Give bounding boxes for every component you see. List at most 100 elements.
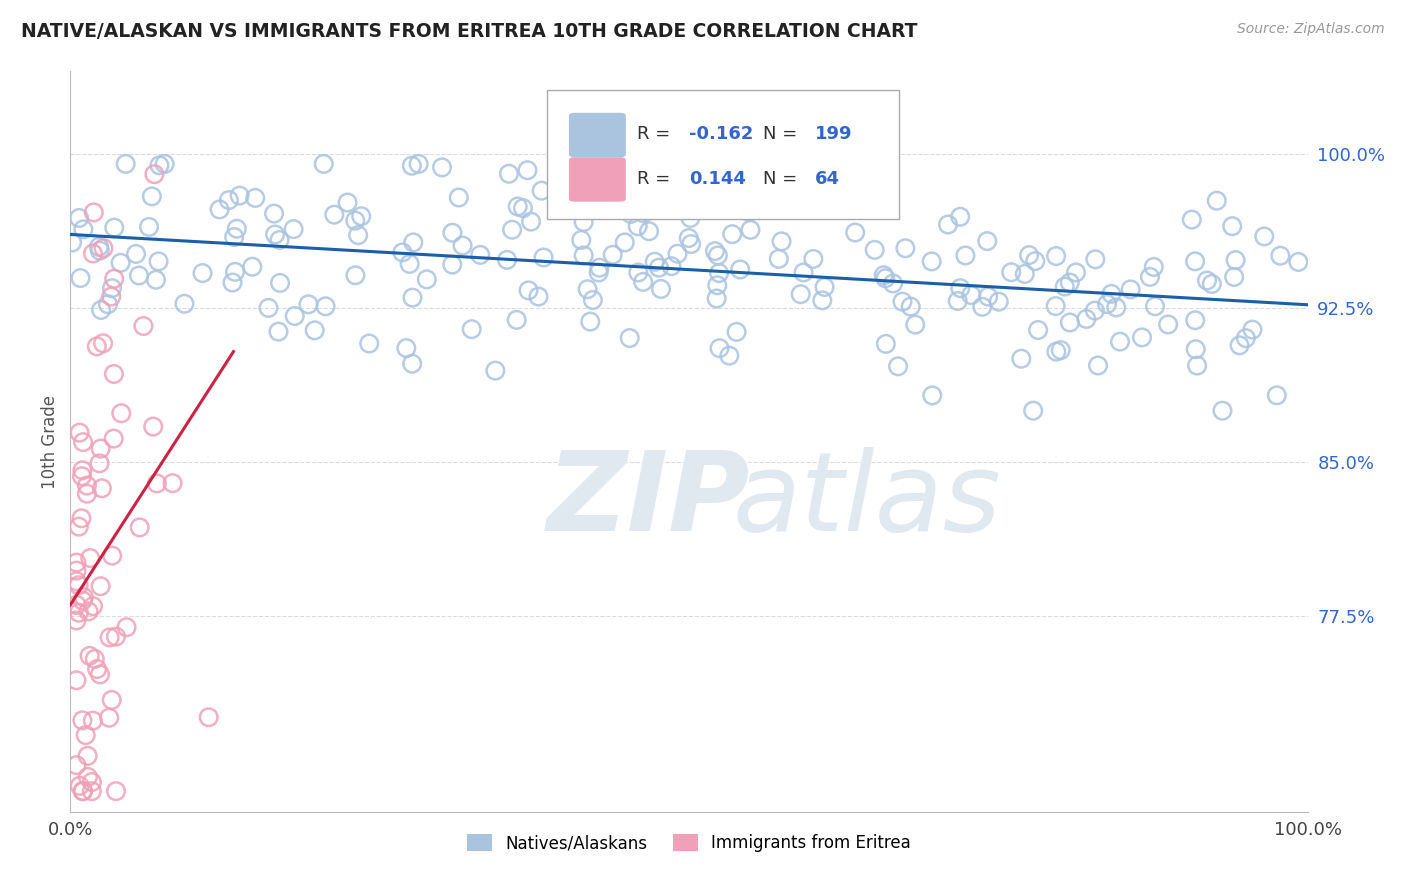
Point	[770, 235, 793, 249]
Point	[221, 276, 243, 290]
Point	[627, 265, 650, 279]
Point	[228, 188, 250, 202]
Point	[257, 301, 280, 315]
Point	[79, 648, 101, 663]
Point	[516, 163, 538, 178]
Point	[572, 215, 595, 229]
Text: N =: N =	[763, 125, 797, 144]
Point	[946, 293, 969, 308]
Point	[218, 193, 240, 207]
Point	[1139, 269, 1161, 284]
Text: N =: N =	[763, 169, 797, 187]
Point	[527, 290, 550, 304]
Point	[1099, 286, 1122, 301]
Point	[408, 157, 430, 171]
Point	[98, 711, 121, 725]
Point	[648, 260, 671, 275]
Point	[67, 211, 90, 225]
Point	[1045, 344, 1067, 359]
Point	[77, 770, 100, 784]
Point	[882, 277, 904, 291]
Point	[65, 758, 87, 772]
Point	[1185, 359, 1208, 373]
Point	[517, 284, 540, 298]
Point	[1059, 316, 1081, 330]
Point	[359, 336, 381, 351]
Point	[98, 631, 121, 645]
Point	[1064, 265, 1087, 279]
Point	[572, 248, 595, 262]
Point	[1143, 299, 1166, 313]
Point	[69, 425, 91, 440]
Point	[65, 556, 87, 570]
Point	[103, 220, 125, 235]
Point	[633, 206, 655, 220]
Text: 199: 199	[815, 125, 852, 144]
Point	[1119, 282, 1142, 296]
Point	[707, 248, 730, 262]
Point	[447, 190, 470, 204]
Text: ZIP: ZIP	[547, 447, 751, 554]
Point	[197, 710, 219, 724]
Point	[520, 214, 543, 228]
Point	[141, 189, 163, 203]
Point	[887, 359, 910, 374]
Point	[72, 784, 94, 798]
Point	[811, 293, 834, 308]
Point	[1049, 343, 1071, 357]
Point	[90, 481, 112, 495]
Point	[76, 478, 98, 492]
Text: atlas: atlas	[733, 447, 1001, 554]
Point	[530, 184, 553, 198]
Point	[588, 260, 610, 275]
Point	[498, 167, 520, 181]
Point	[83, 652, 105, 666]
Point	[72, 435, 94, 450]
Text: -0.162: -0.162	[689, 125, 754, 144]
Point	[391, 245, 413, 260]
Point	[65, 564, 87, 578]
Point	[79, 551, 101, 566]
Point	[70, 469, 93, 483]
Point	[484, 363, 506, 377]
Point	[76, 486, 98, 500]
Point	[718, 349, 741, 363]
Point	[1234, 331, 1257, 345]
Point	[627, 219, 650, 234]
Point	[100, 289, 122, 303]
Y-axis label: 10th Grade: 10th Grade	[41, 394, 59, 489]
Point	[1253, 229, 1275, 244]
Point	[949, 210, 972, 224]
Point	[1225, 253, 1247, 268]
Point	[323, 208, 346, 222]
Point	[1084, 252, 1107, 267]
Point	[703, 244, 725, 259]
Point	[128, 520, 150, 534]
Point	[264, 227, 287, 242]
Point	[90, 442, 112, 456]
Point	[401, 291, 423, 305]
Point	[402, 235, 425, 250]
Point	[1195, 274, 1218, 288]
Point	[416, 272, 439, 286]
Point	[138, 219, 160, 234]
Point	[73, 591, 96, 605]
Legend: Natives/Alaskans, Immigrants from Eritrea: Natives/Alaskans, Immigrants from Eritre…	[461, 828, 917, 859]
Point	[512, 201, 534, 215]
Point	[401, 357, 423, 371]
Point	[191, 266, 214, 280]
Point	[66, 598, 89, 612]
Point	[661, 259, 683, 273]
Point	[97, 297, 120, 311]
Point	[721, 227, 744, 242]
Point	[86, 339, 108, 353]
Point	[976, 234, 998, 248]
Point	[173, 297, 195, 311]
Point	[69, 271, 91, 285]
Point	[460, 322, 482, 336]
Text: NATIVE/ALASKAN VS IMMIGRANTS FROM ERITREA 10TH GRADE CORRELATION CHART: NATIVE/ALASKAN VS IMMIGRANTS FROM ERITRE…	[21, 22, 918, 41]
Point	[987, 294, 1010, 309]
Point	[638, 224, 661, 238]
Point	[148, 158, 170, 172]
Point	[89, 244, 111, 258]
